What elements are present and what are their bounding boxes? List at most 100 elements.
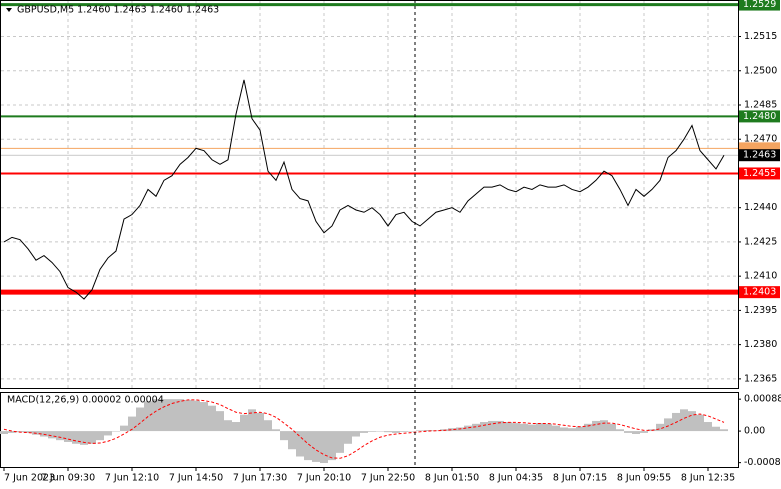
histogram-bar <box>312 431 320 462</box>
x-tick-label: 7 Jun 12:10 <box>105 473 159 484</box>
histogram-bar <box>368 431 376 432</box>
x-tick-label: 8 Jun 04:35 <box>489 473 543 484</box>
x-tick-label: 7 Jun 2023 <box>4 473 55 484</box>
histogram-bar <box>304 431 312 461</box>
histogram-bar <box>80 431 88 445</box>
y-tick-label: 1.2410 <box>744 271 777 282</box>
histogram-bar <box>544 423 552 432</box>
histogram-bar <box>224 420 232 432</box>
histogram-bar <box>448 428 456 432</box>
y-tick-label: 0.00 <box>744 426 765 437</box>
level-label: 1.2455 <box>743 168 776 179</box>
menu-arrow <box>6 8 12 12</box>
histogram-bar <box>96 431 104 441</box>
histogram-bar <box>520 423 528 432</box>
histogram-bar <box>464 425 472 432</box>
histogram-bar <box>424 430 432 432</box>
y-tick-label: 1.2395 <box>744 305 777 316</box>
y-tick-label: 1.2515 <box>744 31 777 42</box>
histogram-bar <box>216 411 224 432</box>
histogram-bar <box>408 431 416 432</box>
histogram-bar <box>552 425 560 432</box>
y-tick-label: 1.2440 <box>744 202 777 213</box>
histogram-bar <box>208 405 216 432</box>
histogram-bar <box>272 429 280 432</box>
histogram-bar <box>624 431 632 433</box>
histogram-bar <box>0 431 8 434</box>
y-tick-label: 1.2425 <box>744 236 777 247</box>
histogram-bar <box>184 399 192 432</box>
histogram-bar <box>504 422 512 432</box>
histogram-bar <box>72 431 80 444</box>
histogram-bar <box>600 420 608 432</box>
histogram-bar <box>664 418 672 432</box>
histogram-bar <box>632 431 640 434</box>
histogram-bar <box>16 431 24 433</box>
chart-title: GBPUSD,M5 1.2460 1.2463 1.2460 1.2463 <box>17 5 219 16</box>
histogram-bar <box>568 428 576 432</box>
histogram-bar <box>288 431 296 450</box>
y-tick-label: 1.2365 <box>744 373 777 384</box>
x-tick-label: 7 Jun 14:50 <box>169 473 223 484</box>
histogram-bar <box>168 399 176 432</box>
histogram-bar <box>24 431 32 433</box>
histogram-bar <box>360 431 368 433</box>
histogram-bar <box>488 420 496 432</box>
y-tick-label: 1.2500 <box>744 65 777 76</box>
x-tick-label: 7 Jun 17:30 <box>233 473 287 484</box>
y-tick-label: -0.00087 <box>744 457 781 468</box>
histogram-bar <box>56 431 64 441</box>
histogram-bar <box>48 431 56 439</box>
histogram-bar <box>64 431 72 442</box>
histogram-bar <box>344 431 352 444</box>
level-label: 1.2403 <box>743 287 776 298</box>
histogram-bar <box>136 407 144 432</box>
histogram-bar <box>120 425 128 432</box>
histogram-bar <box>192 400 200 432</box>
histogram-bar <box>712 426 720 432</box>
signal-line <box>3 399 725 459</box>
histogram-bar <box>352 431 360 437</box>
y-tick-label: 0.00088 <box>744 394 781 405</box>
histogram-bar <box>336 431 344 453</box>
y-tick-label: 1.2485 <box>744 99 777 110</box>
x-tick-label: 8 Jun 01:50 <box>425 473 479 484</box>
histogram-bar <box>536 423 544 432</box>
x-tick-label: 7 Jun 09:30 <box>41 473 95 484</box>
histogram-bar <box>256 412 264 432</box>
histogram-bar <box>392 431 400 433</box>
x-tick-label: 8 Jun 07:15 <box>553 473 607 484</box>
histogram-bar <box>176 399 184 432</box>
histogram-bar <box>576 426 584 432</box>
histogram-bar <box>376 431 384 432</box>
histogram-bar <box>704 422 712 432</box>
level-label: 1.2463 <box>743 150 776 161</box>
macd-title: MACD(12,26,9) 0.00002 0.00004 <box>7 395 164 406</box>
histogram-bar <box>416 430 424 432</box>
x-tick-label: 7 Jun 22:50 <box>361 473 415 484</box>
histogram-bar <box>240 414 248 432</box>
level-label-box <box>739 286 780 299</box>
level-label: 1.2480 <box>743 111 776 122</box>
histogram-bar <box>328 431 336 461</box>
histogram-bar <box>720 429 728 432</box>
histogram-bar <box>232 422 240 432</box>
histogram-bar <box>40 431 48 437</box>
histogram-bar <box>280 431 288 441</box>
histogram-bar <box>696 414 704 432</box>
histogram-bar <box>592 420 600 432</box>
histogram-bar <box>160 399 168 432</box>
histogram-bar <box>128 416 136 432</box>
histogram-bar <box>88 431 96 444</box>
price-panel <box>0 0 739 389</box>
histogram-bar <box>296 431 304 457</box>
level-label-box <box>739 110 780 123</box>
histogram-bar <box>688 411 696 432</box>
histogram-bar <box>200 402 208 432</box>
histogram-bar <box>560 427 568 432</box>
histogram-bar <box>264 420 272 432</box>
histogram-bar <box>320 431 328 464</box>
histogram-bar <box>608 423 616 432</box>
